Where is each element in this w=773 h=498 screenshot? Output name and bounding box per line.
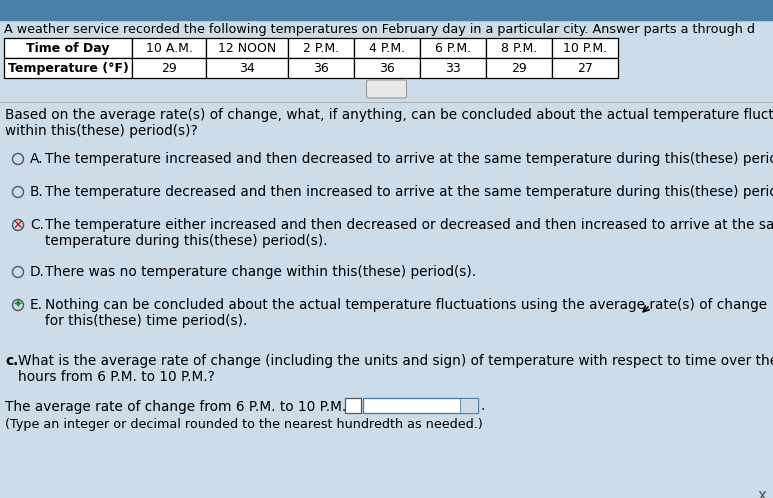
Text: D.: D. [30,265,45,279]
Text: Time of Day: Time of Day [26,41,110,54]
Text: 10 P.M.: 10 P.M. [563,41,607,54]
Text: 10 A.M.: 10 A.M. [145,41,192,54]
Bar [0,0,773,20]
Bar [4,38,132,58]
Bar [206,38,288,58]
Text: ✦: ✦ [12,298,23,312]
Text: The temperature either increased and then decreased or decreased and then increa: The temperature either increased and the… [45,218,773,248]
Text: E.: E. [30,298,43,312]
Text: 27: 27 [577,61,593,75]
Text: What is the average rate of change (including the units and sign) of temperature: What is the average rate of change (incl… [18,354,773,384]
Text: A weather service recorded the following temperatures on February day in a parti: A weather service recorded the following… [4,23,755,36]
Text: x: x [758,488,767,498]
Bar [420,38,486,58]
Text: ···: ··· [381,89,392,102]
Text: 36: 36 [379,61,395,75]
Text: c.: c. [5,354,19,368]
Text: 8 P.M.: 8 P.M. [501,41,537,54]
Text: Nothing can be concluded about the actual temperature fluctuations using the ave: Nothing can be concluded about the actua… [45,298,767,328]
Text: The temperature decreased and then increased to arrive at the same temperature d: The temperature decreased and then incre… [45,185,773,199]
Text: .: . [480,399,485,413]
Bar [206,58,288,78]
FancyBboxPatch shape [366,80,407,98]
Bar [552,58,618,78]
Text: The average rate of change from 6 P.M. to 10 P.M. is: The average rate of change from 6 P.M. t… [5,400,362,414]
Text: ✕: ✕ [12,219,23,232]
Text: 2 P.M.: 2 P.M. [303,41,339,54]
Bar [288,38,354,58]
Text: There was no temperature change within this(these) period(s).: There was no temperature change within t… [45,265,476,279]
Bar [345,398,361,413]
Text: 29: 29 [511,61,527,75]
Text: C.: C. [30,218,44,232]
Text: B.: B. [30,185,44,199]
Bar [552,38,618,58]
Bar [132,58,206,78]
Text: 34: 34 [239,61,255,75]
Text: ▼: ▼ [465,400,473,410]
Bar [354,38,420,58]
Text: A.: A. [30,152,43,166]
Text: 4 P.M.: 4 P.M. [369,41,405,54]
Bar [132,38,206,58]
Text: 29: 29 [161,61,177,75]
Text: 36: 36 [313,61,329,75]
Bar [4,58,132,78]
Text: Based on the average rate(s) of change, what, if anything, can be concluded abou: Based on the average rate(s) of change, … [5,108,773,138]
Text: The temperature increased and then decreased to arrive at the same temperature d: The temperature increased and then decre… [45,152,773,166]
Bar [420,58,486,78]
Bar [288,58,354,78]
Text: 33: 33 [445,61,461,75]
Text: (Type an integer or decimal rounded to the nearest hundredth as needed.): (Type an integer or decimal rounded to t… [5,418,483,431]
Bar [486,58,552,78]
Text: 12 NOON: 12 NOON [218,41,276,54]
Bar [486,38,552,58]
Text: Temperature (°F): Temperature (°F) [8,61,128,75]
Text: 6 P.M.: 6 P.M. [435,41,471,54]
Bar [363,398,478,413]
Bar [460,398,478,413]
Bar [354,58,420,78]
